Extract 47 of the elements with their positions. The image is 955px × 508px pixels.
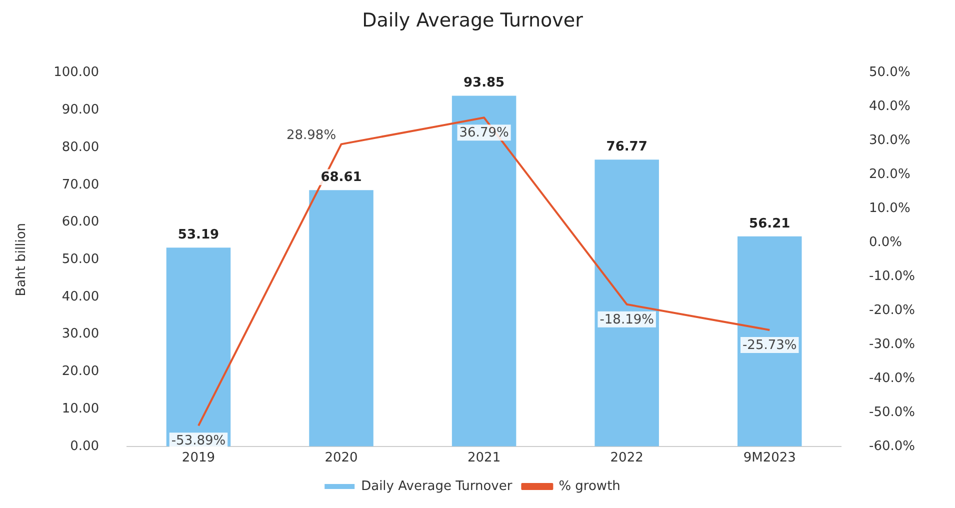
data-label: -53.89% <box>171 434 226 449</box>
y2-tick-label: -20.0% <box>869 302 916 318</box>
data-label: 93.85 <box>463 76 505 91</box>
y2-tick-label: -50.0% <box>869 404 916 420</box>
y-tick-label: 50.00 <box>62 252 100 267</box>
y2-tick-label: 20.0% <box>869 167 910 182</box>
bar <box>737 236 802 446</box>
x-tick-label: 2019 <box>182 450 216 466</box>
data-label: -25.73% <box>742 338 797 353</box>
data-label: 56.21 <box>749 216 790 232</box>
y2-tick-label: -10.0% <box>869 268 916 284</box>
y2-tick-label: 0.0% <box>869 234 902 250</box>
y-tick-label: 10.00 <box>62 401 100 416</box>
x-tick-label: 2020 <box>324 450 358 466</box>
y-tick-label: 60.00 <box>62 214 100 230</box>
data-label: -18.19% <box>600 312 654 328</box>
bar <box>594 160 659 446</box>
bar <box>452 96 516 446</box>
y-axis-title: Baht billion <box>14 222 30 296</box>
y2-tick-label: 50.0% <box>869 65 910 80</box>
y-tick-label: 100.00 <box>54 65 100 80</box>
y-tick-label: 40.00 <box>62 289 100 304</box>
y2-tick-label: -60.0% <box>869 438 916 454</box>
y-tick-label: 0.00 <box>70 438 100 454</box>
data-label: 28.98% <box>286 128 336 144</box>
data-label: 36.79% <box>459 126 509 141</box>
y-tick-label: 30.00 <box>62 326 100 342</box>
chart-title: Daily Average Turnover <box>362 9 584 32</box>
y-tick-label: 90.00 <box>62 102 100 118</box>
bar <box>309 190 374 446</box>
x-tick-label: 9M2023 <box>743 450 796 466</box>
y2-tick-label: 30.0% <box>869 133 910 148</box>
data-label: 53.19 <box>178 228 220 243</box>
y-tick-label: 20.00 <box>62 364 100 380</box>
y-tick-label: 70.00 <box>62 177 100 192</box>
legend-label: Daily Average Turnover <box>361 478 513 494</box>
data-label: 68.61 <box>320 170 362 185</box>
y2-tick-label: 40.0% <box>869 99 910 114</box>
bar <box>166 248 231 446</box>
y2-tick-label: -40.0% <box>869 370 916 386</box>
x-tick-label: 2021 <box>468 450 501 466</box>
y2-tick-label: 10.0% <box>869 201 910 216</box>
data-label: 76.77 <box>606 139 648 154</box>
y2-tick-label: -30.0% <box>869 336 916 352</box>
y-tick-label: 80.00 <box>62 140 100 155</box>
x-tick-label: 2022 <box>610 450 644 466</box>
legend-label: % growth <box>558 478 620 494</box>
